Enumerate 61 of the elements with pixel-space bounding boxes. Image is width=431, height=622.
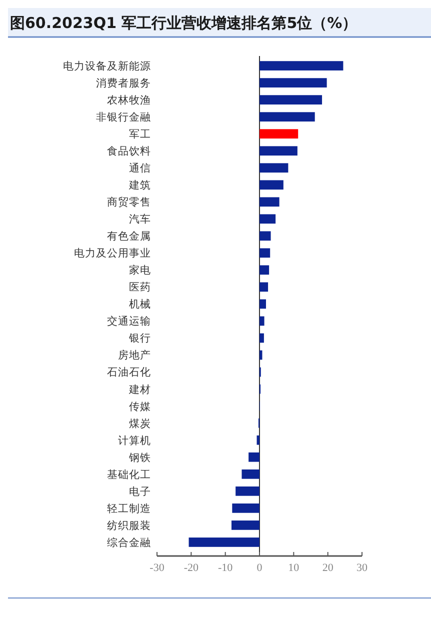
y-tick-label: 基础化工 — [107, 468, 151, 481]
y-tick-label: 消费者服务 — [96, 76, 151, 90]
bar — [231, 520, 260, 530]
y-tick-label: 军工 — [129, 128, 151, 141]
bar — [260, 197, 280, 207]
bar — [260, 129, 298, 139]
bar — [260, 95, 322, 104]
bar — [260, 248, 270, 258]
y-tick-label: 轻工制造 — [107, 502, 151, 515]
y-tick-label: 传媒 — [129, 400, 151, 413]
bar — [260, 333, 264, 343]
y-tick-label: 煤炭 — [129, 416, 151, 430]
bar — [260, 299, 266, 309]
y-tick-label: 非银行金融 — [96, 110, 151, 124]
y-tick-label: 电力设备及新能源 — [63, 59, 151, 72]
y-tick-label: 机械 — [129, 298, 151, 311]
y-tick-label: 家电 — [129, 264, 151, 277]
y-tick-label: 电力及公用事业 — [74, 246, 151, 260]
bar — [188, 538, 260, 547]
y-tick-label: 有色金属 — [107, 230, 151, 243]
bar — [260, 265, 270, 275]
y-tick-label: 建材 — [128, 382, 151, 396]
x-tick-label: 30 — [356, 562, 368, 574]
bar — [260, 282, 268, 292]
y-tick-label: 农林牧渔 — [107, 93, 151, 106]
y-tick-label: 电子 — [129, 484, 151, 498]
bar — [260, 146, 298, 156]
x-tick-label: -20 — [184, 562, 199, 574]
x-tick-label: 10 — [288, 562, 300, 574]
y-tick-label: 计算机 — [118, 434, 151, 447]
y-tick-label: 医药 — [129, 280, 151, 294]
x-tick-label: -30 — [150, 562, 165, 574]
y-tick-label: 商贸零售 — [107, 196, 151, 209]
bar — [248, 452, 260, 462]
y-tick-label: 建筑 — [128, 178, 151, 192]
bar — [260, 78, 327, 88]
y-tick-label: 石油石化 — [107, 366, 151, 379]
y-tick-label: 钢铁 — [128, 452, 151, 464]
bar — [256, 435, 260, 445]
y-tick-label: 交通运输 — [107, 314, 151, 328]
y-tick-label: 房地产 — [118, 348, 151, 362]
y-tick-label: 纺织服装 — [107, 518, 151, 532]
bar — [260, 61, 344, 70]
y-tick-label: 汽车 — [129, 212, 151, 226]
bar — [260, 180, 284, 190]
x-tick-label: 0 — [256, 562, 263, 574]
bar — [232, 504, 260, 513]
bar — [242, 469, 260, 479]
bar — [260, 214, 276, 224]
bar — [260, 316, 264, 326]
y-tick-label: 食品饮料 — [107, 144, 151, 158]
x-tick-label: -10 — [218, 562, 234, 574]
y-tick-label: 银行 — [128, 332, 151, 345]
bar — [260, 231, 271, 241]
bar — [236, 486, 260, 496]
x-tick-label: 20 — [322, 562, 334, 574]
bar — [260, 163, 288, 173]
chart-title: 图60.2023Q1 军工行业营收增速排名第5位（%） — [10, 14, 358, 32]
bar — [260, 112, 315, 122]
y-tick-label: 通信 — [129, 162, 151, 175]
y-tick-label: 综合金融 — [107, 536, 151, 549]
